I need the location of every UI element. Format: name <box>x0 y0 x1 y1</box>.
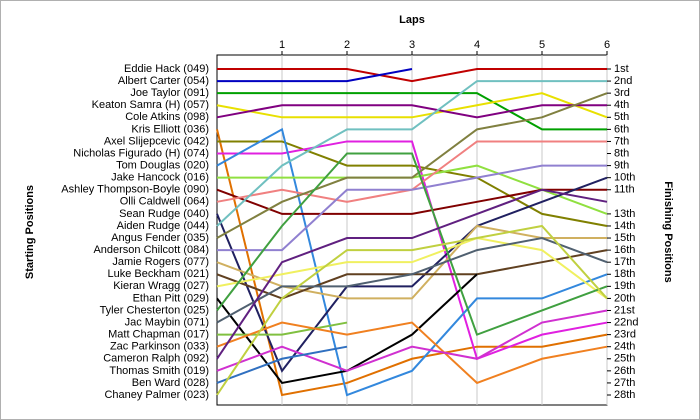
position-line <box>217 140 608 361</box>
start-label: Joe Taylor (091) <box>130 87 209 99</box>
position-line <box>216 104 607 119</box>
start-label: Jake Hancock (016) <box>111 172 209 184</box>
start-label: Eddie Hack (049) <box>124 63 209 75</box>
position-line <box>216 92 608 119</box>
position-line <box>216 92 608 239</box>
start-label: Zac Parkinson (033) <box>110 341 209 353</box>
start-label: Nicholas Figurado (H) (074) <box>73 147 209 159</box>
y2-tick-label: 28th <box>614 389 635 401</box>
position-line <box>216 188 608 360</box>
y2-tick-label: 16th <box>614 244 635 256</box>
position-line <box>216 345 348 384</box>
y2-tick-label: 14th <box>614 220 635 232</box>
start-label: Sean Rudge (040) <box>119 208 209 220</box>
y2-tick-label: 18th <box>614 268 635 280</box>
x-tick-label: 1 <box>279 39 285 51</box>
y2-axis-title: Finishing Positions <box>662 181 674 282</box>
position-line <box>217 68 413 83</box>
start-label: Aiden Rudge (044) <box>117 220 209 232</box>
y2-tick-label: 27th <box>614 377 635 389</box>
start-label: Tyler Chesterton (025) <box>100 304 209 316</box>
position-line <box>217 68 607 83</box>
y2-tick-label: 17th <box>614 256 635 268</box>
x-tick-label: 4 <box>474 39 480 51</box>
x-tick-label: 3 <box>409 39 415 51</box>
position-line <box>216 176 608 373</box>
position-line <box>216 237 608 300</box>
position-line <box>216 224 608 396</box>
start-label: Albert Carter (054) <box>118 75 209 87</box>
position-line <box>217 321 348 336</box>
start-label: Ben Ward (028) <box>132 377 209 389</box>
y-axis-title: Starting Positions <box>24 185 36 279</box>
y2-tick-label: 9th <box>614 159 629 171</box>
position-line <box>216 127 608 397</box>
position-line <box>216 321 608 385</box>
position-line <box>216 152 608 336</box>
start-label: Ethan Pitt (029) <box>133 292 209 304</box>
position-line <box>216 309 608 372</box>
start-label: Thomas Smith (019) <box>109 365 209 377</box>
start-label: Kieran Wragg (027) <box>113 280 209 292</box>
y2-tick-label: 24th <box>614 341 635 353</box>
y2-tick-label: 26th <box>614 365 635 377</box>
position-line <box>216 129 608 397</box>
y2-tick-label: 5th <box>614 111 629 123</box>
position-line <box>216 237 608 324</box>
y2-tick-label: 20th <box>614 292 635 304</box>
y2-tick-label: 23rd <box>614 329 636 341</box>
y2-tick-label: 7th <box>614 135 629 147</box>
start-label: Kris Elliott (036) <box>131 123 209 135</box>
y2-tick-label: 3rd <box>614 87 630 99</box>
start-label: Keaton Samra (H) (057) <box>92 99 209 111</box>
x-tick-label: 2 <box>344 39 350 51</box>
y2-tick-label: 19th <box>614 280 635 292</box>
start-label: Ashley Thompson-Boyle (090) <box>61 184 209 196</box>
start-label: Jac Maybin (071) <box>125 316 209 328</box>
start-label: Cole Atkins (098) <box>125 111 209 123</box>
start-label: Cameron Ralph (092) <box>103 353 209 365</box>
y2-tick-label: 13th <box>614 208 635 220</box>
start-label: Matt Chapman (017) <box>108 329 209 341</box>
position-line <box>217 164 607 252</box>
y2-tick-label: 8th <box>614 147 629 159</box>
position-line <box>216 80 607 227</box>
start-label: Chaney Palmer (023) <box>104 389 209 401</box>
start-label: Olli Caldwell (064) <box>120 196 209 208</box>
y2-tick-label: 4th <box>614 99 629 111</box>
y2-tick-label: 10th <box>614 172 635 184</box>
start-label: Tom Douglas (020) <box>116 159 209 171</box>
y2-tick-label: 25th <box>614 353 635 365</box>
start-label: Luke Beckham (021) <box>108 268 210 280</box>
y2-tick-label: 2nd <box>614 75 632 87</box>
y2-tick-label: 15th <box>614 232 635 244</box>
start-label: Axel Slijepcevic (042) <box>104 135 209 147</box>
y2-tick-label: 1st <box>614 63 629 75</box>
start-label: Jamie Rogers (077) <box>112 256 209 268</box>
y2-tick-label: 22nd <box>614 316 638 328</box>
x-axis-title: Laps <box>399 14 425 26</box>
y2-tick-label: 11th <box>614 184 635 196</box>
y2-tick-label: 21st <box>614 304 635 316</box>
x-tick-label: 5 <box>539 39 545 51</box>
y2-tick-label: 6th <box>614 123 629 135</box>
x-tick-label: 6 <box>604 39 610 51</box>
start-label: Anderson Chilcott (084) <box>93 244 209 256</box>
position-line <box>217 140 608 227</box>
start-label: Angus Fender (035) <box>111 232 209 244</box>
position-line <box>217 92 607 131</box>
